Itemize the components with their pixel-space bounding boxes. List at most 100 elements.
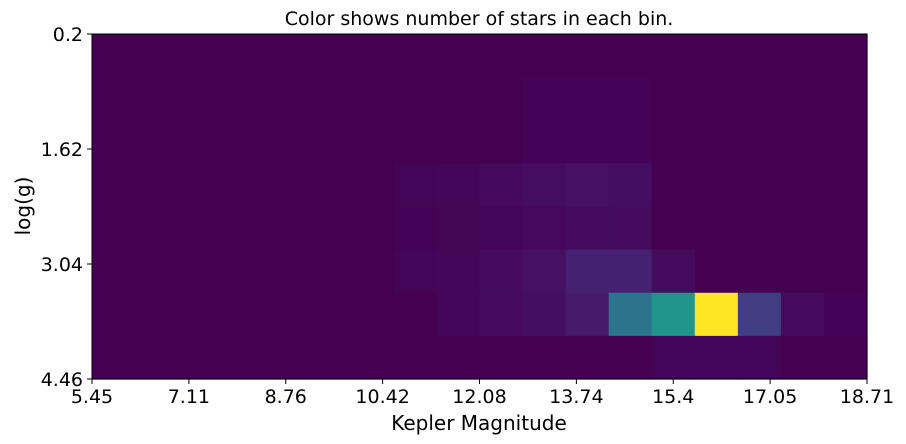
heatmap-cell xyxy=(350,249,394,294)
heatmap-cell xyxy=(694,249,739,294)
heatmap-cell xyxy=(479,335,524,380)
heatmap-cell xyxy=(307,292,351,337)
heatmap-cell xyxy=(350,206,394,251)
y-axis: 0.2 1.62 3.04 4.46 xyxy=(41,24,92,391)
heatmap-cell xyxy=(737,120,782,164)
x-axis-label: Kepler Magnitude xyxy=(391,411,567,435)
heatmap-cell xyxy=(479,249,524,294)
heatmap-cell xyxy=(307,249,351,294)
heatmap-cell xyxy=(694,120,739,164)
heatmap-cell xyxy=(92,120,136,164)
heatmap-cell xyxy=(178,206,222,251)
heatmap-cell xyxy=(737,292,782,337)
heatmap-cell xyxy=(694,34,739,78)
heatmap-cell xyxy=(264,120,308,164)
heatmap-cell xyxy=(393,163,438,208)
heatmap-cell xyxy=(264,34,308,78)
x-tick-label: 12.08 xyxy=(452,386,506,408)
heatmap-cell xyxy=(479,163,524,208)
heatmap-cell xyxy=(307,77,351,121)
heatmap-cell xyxy=(393,206,438,251)
heatmap-cell xyxy=(565,206,610,251)
heatmap-cell xyxy=(135,292,179,337)
heatmap-cell xyxy=(608,120,653,164)
heatmap-cell xyxy=(92,335,136,380)
heatmap-cell xyxy=(350,77,394,121)
heatmap-cell xyxy=(479,77,524,121)
heatmap-cell xyxy=(823,335,868,380)
heatmap-cell xyxy=(436,292,481,337)
heatmap-cell xyxy=(565,77,610,121)
heatmap-cell xyxy=(436,77,481,121)
heatmap-cell xyxy=(393,292,438,337)
heatmap-cell xyxy=(350,292,394,337)
heatmap-cell xyxy=(135,120,179,164)
heatmap-cell xyxy=(393,77,438,121)
heatmap-cell xyxy=(608,34,653,78)
heatmap-cell xyxy=(737,77,782,121)
heatmap-cell xyxy=(737,249,782,294)
heatmap-cell xyxy=(92,292,136,337)
heatmap-cell xyxy=(651,77,696,121)
heatmap-cell xyxy=(436,163,481,208)
heatmap-cell xyxy=(221,292,265,337)
heatmap-cell xyxy=(694,77,739,121)
heatmap-cell xyxy=(522,335,567,380)
heatmap-cell xyxy=(823,163,868,208)
heatmap-cell xyxy=(780,292,825,337)
heatmap-cell xyxy=(565,292,610,337)
heatmap-cell xyxy=(651,163,696,208)
heatmap-cell xyxy=(608,77,653,121)
x-tick-label: 13.74 xyxy=(549,386,603,408)
heatmap-cell xyxy=(178,292,222,337)
heatmap-cell xyxy=(522,292,567,337)
heatmap-cell xyxy=(436,335,481,380)
heatmap-cell xyxy=(823,206,868,251)
heatmap-cell xyxy=(522,120,567,164)
x-tick-label: 10.42 xyxy=(355,386,409,408)
heatmap-cell xyxy=(350,335,394,380)
heatmap-cell xyxy=(823,292,868,337)
x-tick-label: 18.71 xyxy=(840,386,894,408)
heatmap-cell xyxy=(264,206,308,251)
heatmap-cell xyxy=(651,120,696,164)
heatmap-cell xyxy=(737,163,782,208)
heatmap-cell xyxy=(608,335,653,380)
heatmap-cell xyxy=(135,163,179,208)
y-tick-label: 4.46 xyxy=(41,369,83,391)
heatmap-cell xyxy=(307,335,351,380)
chart-title: Color shows number of stars in each bin. xyxy=(285,8,674,30)
heatmap-cell xyxy=(823,34,868,78)
heatmap-cell xyxy=(264,163,308,208)
heatmap-cell xyxy=(694,292,739,337)
heatmap-cell xyxy=(221,34,265,78)
heatmap-cell xyxy=(135,34,179,78)
x-tick-label: 7.11 xyxy=(168,386,210,408)
heatmap-cell xyxy=(436,120,481,164)
heatmap-cell xyxy=(264,292,308,337)
heatmap-cell xyxy=(178,335,222,380)
heatmap-cell xyxy=(694,335,739,380)
heatmap-cell xyxy=(221,335,265,380)
heatmap-cell xyxy=(307,120,351,164)
heatmap-cell xyxy=(350,34,394,78)
heatmap-cell xyxy=(608,163,653,208)
heatmap-cell xyxy=(737,335,782,380)
heatmap-cell xyxy=(307,163,351,208)
heatmap-cell xyxy=(92,206,136,251)
heatmap-cell xyxy=(135,206,179,251)
heatmap-cell xyxy=(178,249,222,294)
heatmap-cell xyxy=(436,34,481,78)
heatmap-cell xyxy=(780,120,825,164)
heatmap-cell xyxy=(436,206,481,251)
heatmap-cell xyxy=(522,249,567,294)
y-tick-label: 1.62 xyxy=(41,139,83,161)
heatmap-cell xyxy=(178,77,222,121)
heatmap-cell xyxy=(178,120,222,164)
heatmap-cell xyxy=(264,77,308,121)
heatmap-cell xyxy=(479,34,524,78)
heatmap-cell xyxy=(565,249,610,294)
heatmap-cell xyxy=(823,77,868,121)
heatmap-cell xyxy=(135,77,179,121)
